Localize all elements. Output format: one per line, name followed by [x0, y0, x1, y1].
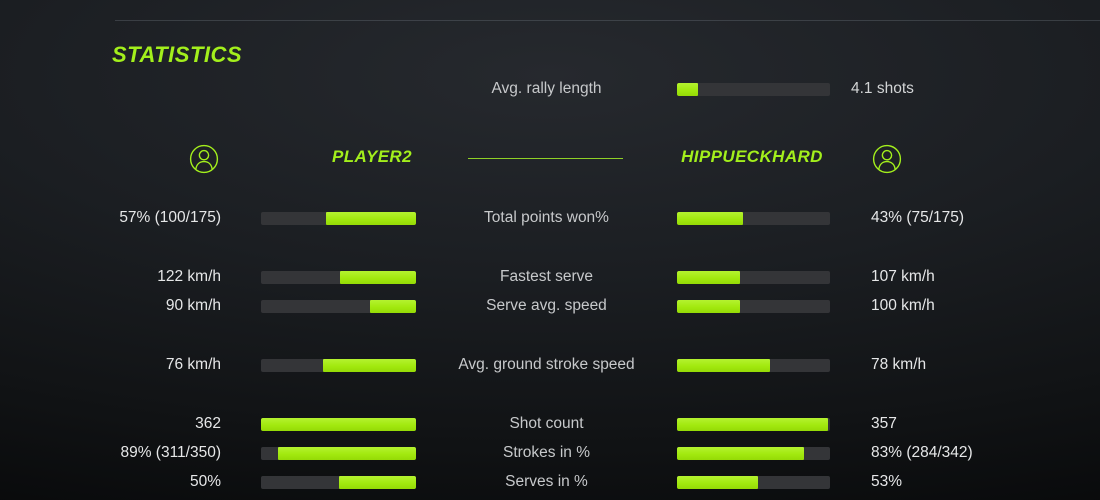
right-value: 100 km/h	[871, 297, 935, 314]
stat-row-fastest-serve: 122 km/h Fastest serve 107 km/h	[0, 267, 1100, 287]
left-bar	[261, 299, 416, 313]
left-value: 57% (100/175)	[119, 209, 221, 226]
player-right-name: HIPPUECKHARD	[681, 147, 823, 166]
person-icon	[189, 144, 219, 174]
left-bar	[261, 358, 416, 372]
stat-label: Fastest serve	[499, 268, 594, 285]
right-bar-fill	[677, 417, 829, 431]
stat-row-serves-in: 50% Serves in % 53%	[0, 472, 1100, 492]
right-bar	[677, 299, 830, 313]
left-value: 76 km/h	[165, 356, 221, 373]
rally-bar	[677, 82, 830, 96]
right-bar-fill	[677, 211, 743, 225]
page-title: STATISTICS	[112, 42, 243, 67]
stat-label: Serves in %	[505, 473, 588, 490]
stat-row-ground-stroke-speed: 76 km/h Avg. ground stroke speed 78 km/h	[0, 355, 1100, 375]
stat-label: Serve avg. speed	[486, 297, 607, 314]
stat-row-total-points: 57% (100/175) Total points won% 43% (75/…	[0, 208, 1100, 228]
left-bar	[261, 446, 416, 460]
left-bar	[261, 417, 416, 431]
rally-label: Avg. rally length	[491, 80, 602, 97]
right-value: 357	[871, 415, 897, 432]
person-icon	[872, 144, 902, 174]
left-bar-fill	[369, 299, 416, 313]
left-bar-fill	[340, 270, 416, 284]
left-value: 362	[195, 415, 221, 432]
right-value: 43% (75/175)	[871, 209, 965, 226]
right-bar	[677, 475, 830, 489]
left-value: 89% (311/350)	[120, 444, 221, 461]
left-bar-fill	[338, 475, 416, 489]
right-bar	[677, 270, 830, 284]
left-value: 90 km/h	[165, 297, 221, 314]
center-divider	[468, 158, 623, 159]
left-bar-fill	[326, 211, 416, 225]
top-separator	[115, 20, 1100, 21]
right-bar-fill	[677, 475, 759, 489]
right-value: 53%	[871, 473, 903, 490]
right-bar-fill	[677, 446, 804, 460]
stat-label: Total points won%	[484, 209, 609, 226]
left-bar-fill	[278, 446, 416, 460]
left-bar-fill	[323, 358, 416, 372]
left-bar-fill	[261, 417, 416, 431]
right-value: 78 km/h	[871, 356, 927, 373]
stat-row-strokes-in: 89% (311/350) Strokes in % 83% (284/342)	[0, 443, 1100, 463]
stat-row-shot-count: 362 Shot count 357	[0, 414, 1100, 434]
right-value: 107 km/h	[871, 268, 935, 285]
left-bar	[261, 211, 416, 225]
left-bar	[261, 475, 416, 489]
stat-row-serve-avg-speed: 90 km/h Serve avg. speed 100 km/h	[0, 296, 1100, 316]
stat-label: Strokes in %	[502, 444, 590, 461]
avg-rally-row: Avg. rally length 4.1 shots	[0, 79, 1100, 99]
right-bar	[677, 358, 830, 372]
right-bar	[677, 211, 830, 225]
left-value: 50%	[189, 473, 221, 490]
left-bar	[261, 270, 416, 284]
right-bar	[677, 417, 830, 431]
rally-value: 4.1 shots	[851, 80, 914, 97]
stat-label: Avg. ground stroke speed	[458, 356, 635, 373]
rally-bar-fill	[677, 82, 699, 96]
right-bar-fill	[677, 358, 771, 372]
left-value: 122 km/h	[157, 268, 221, 285]
right-bar-fill	[677, 270, 740, 284]
right-bar	[677, 446, 830, 460]
right-bar-fill	[677, 299, 740, 313]
right-value: 83% (284/342)	[871, 444, 973, 461]
stat-label: Shot count	[509, 415, 584, 432]
player-left-name: PLAYER2	[332, 147, 412, 166]
